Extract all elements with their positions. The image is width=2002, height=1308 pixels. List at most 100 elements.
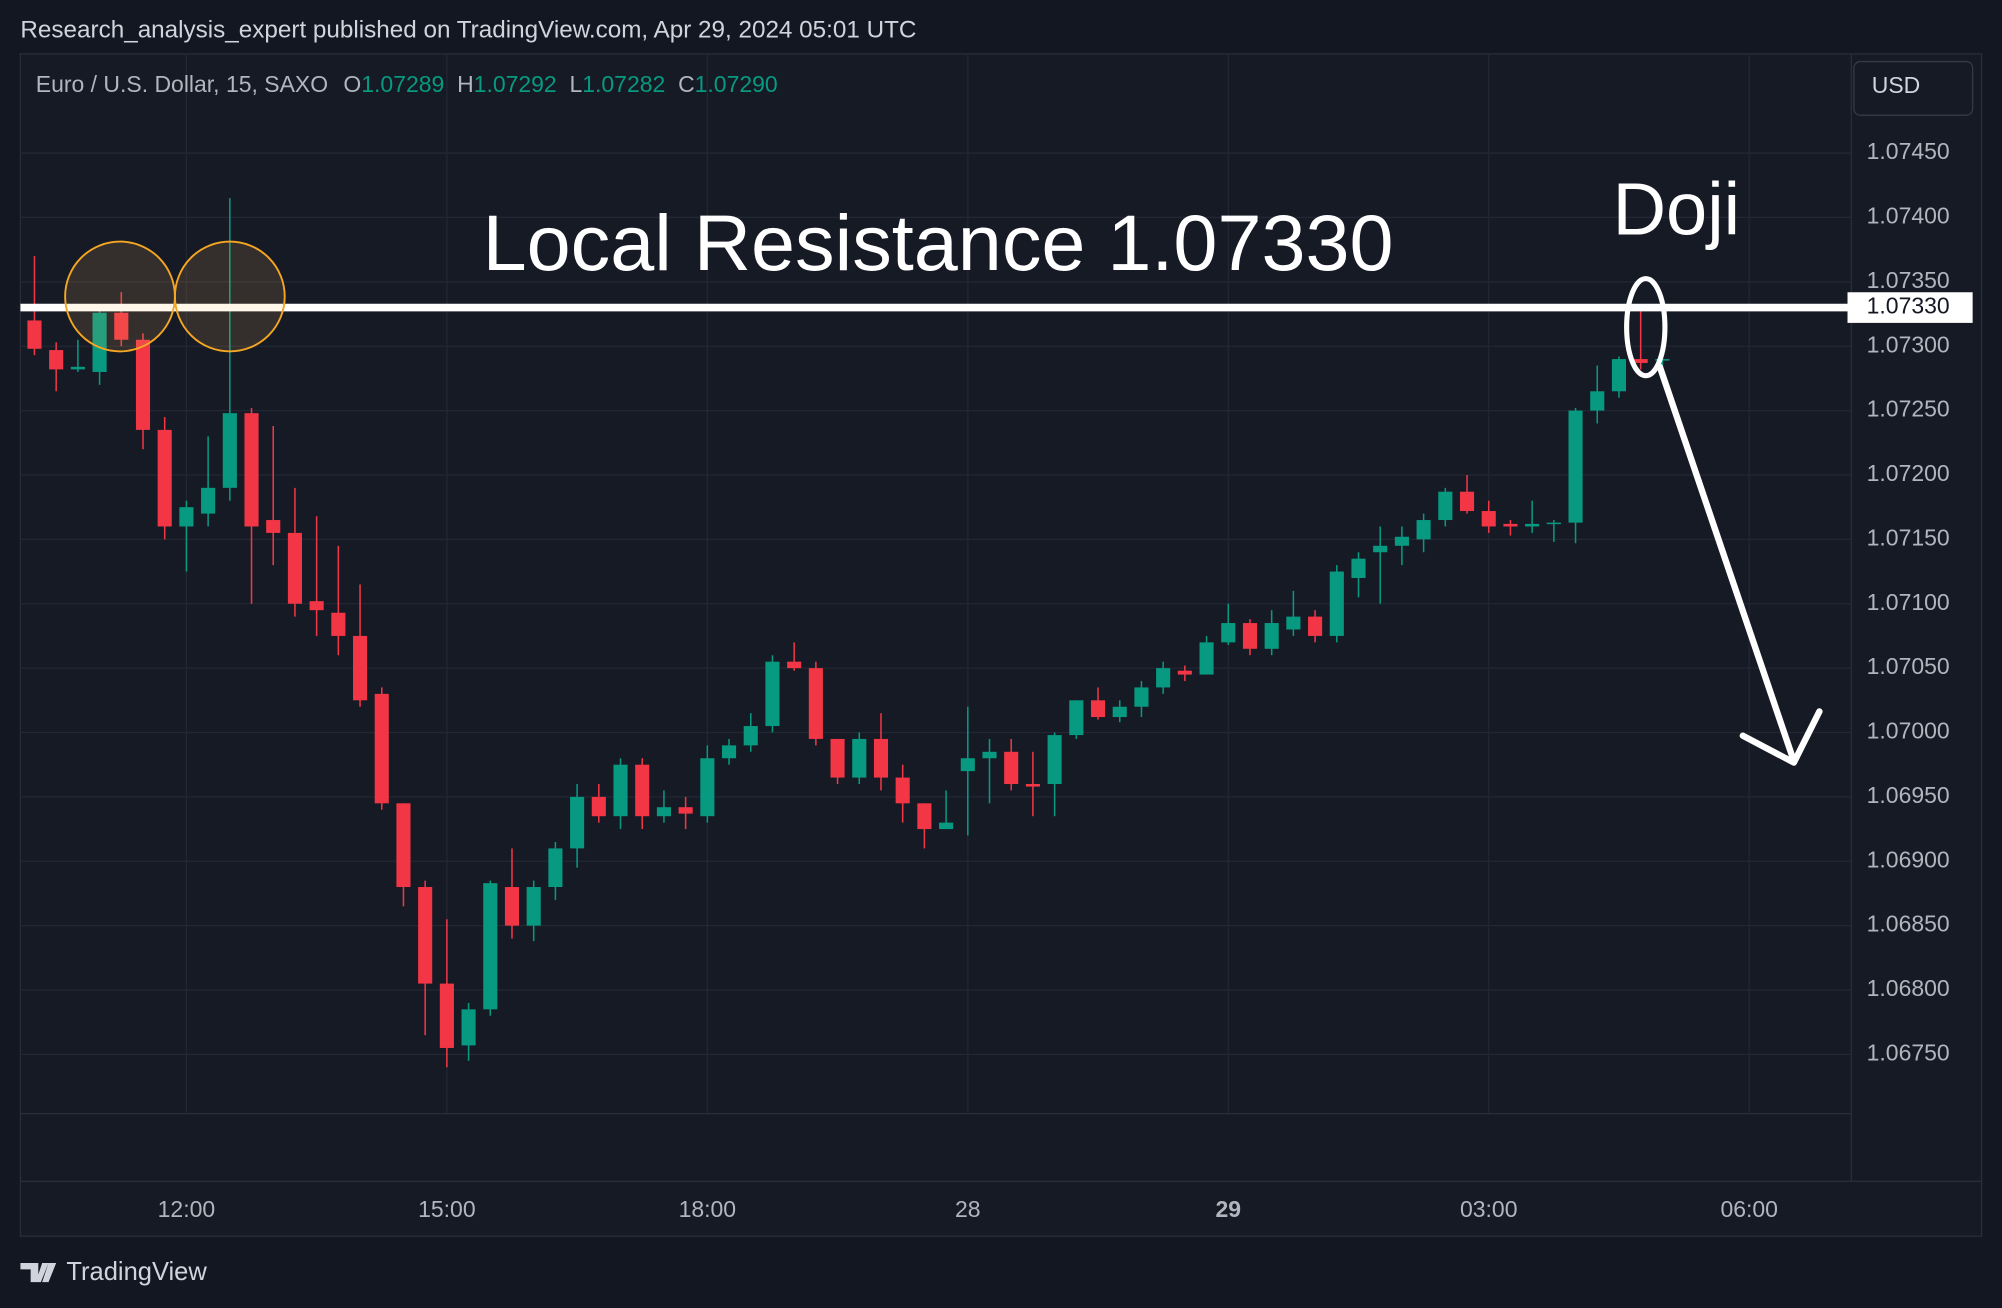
y-tick-label: 1.07050 <box>1867 653 1950 679</box>
legend-key: C <box>678 71 695 97</box>
candle-body <box>244 413 259 527</box>
y-tick-label: 1.07100 <box>1867 589 1950 615</box>
brand-name: TradingView <box>66 1258 207 1286</box>
candle-body <box>1525 523 1540 527</box>
down-arrow <box>1656 363 1798 765</box>
candle-body <box>1416 520 1431 540</box>
y-tick-label: 1.07200 <box>1867 460 1950 486</box>
candle-body <box>1308 616 1323 636</box>
candle-body <box>1351 558 1366 578</box>
candle-body <box>201 487 216 514</box>
candle-body <box>179 507 194 527</box>
candle-body <box>1611 359 1627 392</box>
x-tick-label: 29 <box>1215 1196 1241 1222</box>
candle-body <box>1459 491 1475 512</box>
overlay: Local Resistance 1.07330 Doji <box>20 167 1852 766</box>
candle-body <box>1069 700 1084 736</box>
candle-body <box>1633 359 1648 363</box>
y-tick-label: 1.07250 <box>1867 396 1950 422</box>
y-tick-label: 1.07300 <box>1867 331 1950 357</box>
candle-body <box>873 738 889 778</box>
candle-body <box>418 887 433 984</box>
y-tick-label: 1.07450 <box>1867 138 1950 164</box>
y-tick-label: 1.07400 <box>1867 203 1950 229</box>
candle-body <box>70 366 85 370</box>
legend-key: O <box>343 71 361 97</box>
candle-body <box>1373 545 1388 553</box>
candle-body <box>1264 623 1279 649</box>
candle-body <box>1004 751 1019 785</box>
candle-body <box>526 887 541 926</box>
candle-body <box>570 796 585 849</box>
candle-body <box>1438 491 1453 521</box>
candle-body <box>266 520 281 533</box>
candle-body <box>1590 391 1605 411</box>
highlight-circle <box>173 240 286 353</box>
candle-body <box>27 320 42 349</box>
candle-body <box>504 887 520 926</box>
candle-body <box>765 661 780 727</box>
legend-key: L <box>569 71 582 97</box>
candle-body <box>439 983 454 1048</box>
candle-body <box>92 312 107 372</box>
grid <box>20 53 1852 1114</box>
doji-ellipse <box>1624 276 1668 379</box>
candle-body <box>787 661 802 669</box>
candle-body <box>700 758 715 817</box>
x-tick-label: 06:00 <box>1720 1196 1777 1222</box>
candles <box>27 198 1670 1068</box>
candle-body <box>1221 623 1236 643</box>
legend-value: 1.07290 <box>695 71 778 97</box>
candle-body <box>656 807 671 817</box>
candle-body <box>309 601 324 611</box>
candle-body <box>1025 784 1040 787</box>
currency-button[interactable] <box>1853 60 1974 116</box>
candle-body <box>982 751 997 759</box>
annotation: Doji <box>1613 167 1741 250</box>
candle-body <box>1242 623 1258 649</box>
candle-body <box>830 738 845 778</box>
y-tick-label: 1.07000 <box>1867 718 1950 744</box>
x-tick-label: 18:00 <box>679 1196 736 1222</box>
candle-body <box>635 764 650 817</box>
candle-body <box>721 745 737 759</box>
candle-body <box>743 726 758 746</box>
candle-body <box>331 612 346 636</box>
candle-body <box>1394 536 1409 546</box>
publish-title: Research_analysis_expert published on Tr… <box>20 16 916 43</box>
candle-body <box>1112 706 1127 718</box>
candle-body <box>352 635 368 701</box>
x-tick-label: 28 <box>955 1196 981 1222</box>
legend-symbol: Euro / U.S. Dollar, 15, SAXO <box>36 71 328 97</box>
candle-body <box>1329 571 1344 636</box>
candle-body <box>808 668 823 739</box>
symbol-legend: Euro / U.S. Dollar, 15, SAXO O1.07289 H1.0… <box>36 71 778 97</box>
y-tick-label: 1.07150 <box>1867 524 1950 550</box>
candle-body <box>1177 670 1192 675</box>
annotation: Local Resistance 1.07330 <box>483 198 1394 287</box>
legend-value: 1.07282 <box>582 71 665 97</box>
arrow-head <box>1739 708 1823 766</box>
y-tick-label: 1.06800 <box>1867 975 1950 1001</box>
candle-body <box>1090 700 1106 718</box>
legend-value: 1.07289 <box>361 71 444 97</box>
x-tick-label: 15:00 <box>418 1196 475 1222</box>
currency-label[interactable]: USD <box>1872 72 1921 98</box>
candle-body <box>960 758 975 772</box>
candle-body <box>1134 687 1149 707</box>
candle-body <box>374 693 389 804</box>
candle-body <box>222 413 237 488</box>
y-tick-label: 1.06950 <box>1867 782 1950 808</box>
candle-body <box>135 339 151 430</box>
candle-body <box>1199 642 1214 675</box>
highlight-circle <box>64 240 176 353</box>
candle-body <box>678 807 693 814</box>
candle-body <box>157 429 172 527</box>
candle-body <box>1481 511 1496 527</box>
candle-body <box>483 883 498 1010</box>
candle-body <box>1568 410 1583 523</box>
x-tick-label: 03:00 <box>1460 1196 1517 1222</box>
candle-body <box>114 312 129 340</box>
